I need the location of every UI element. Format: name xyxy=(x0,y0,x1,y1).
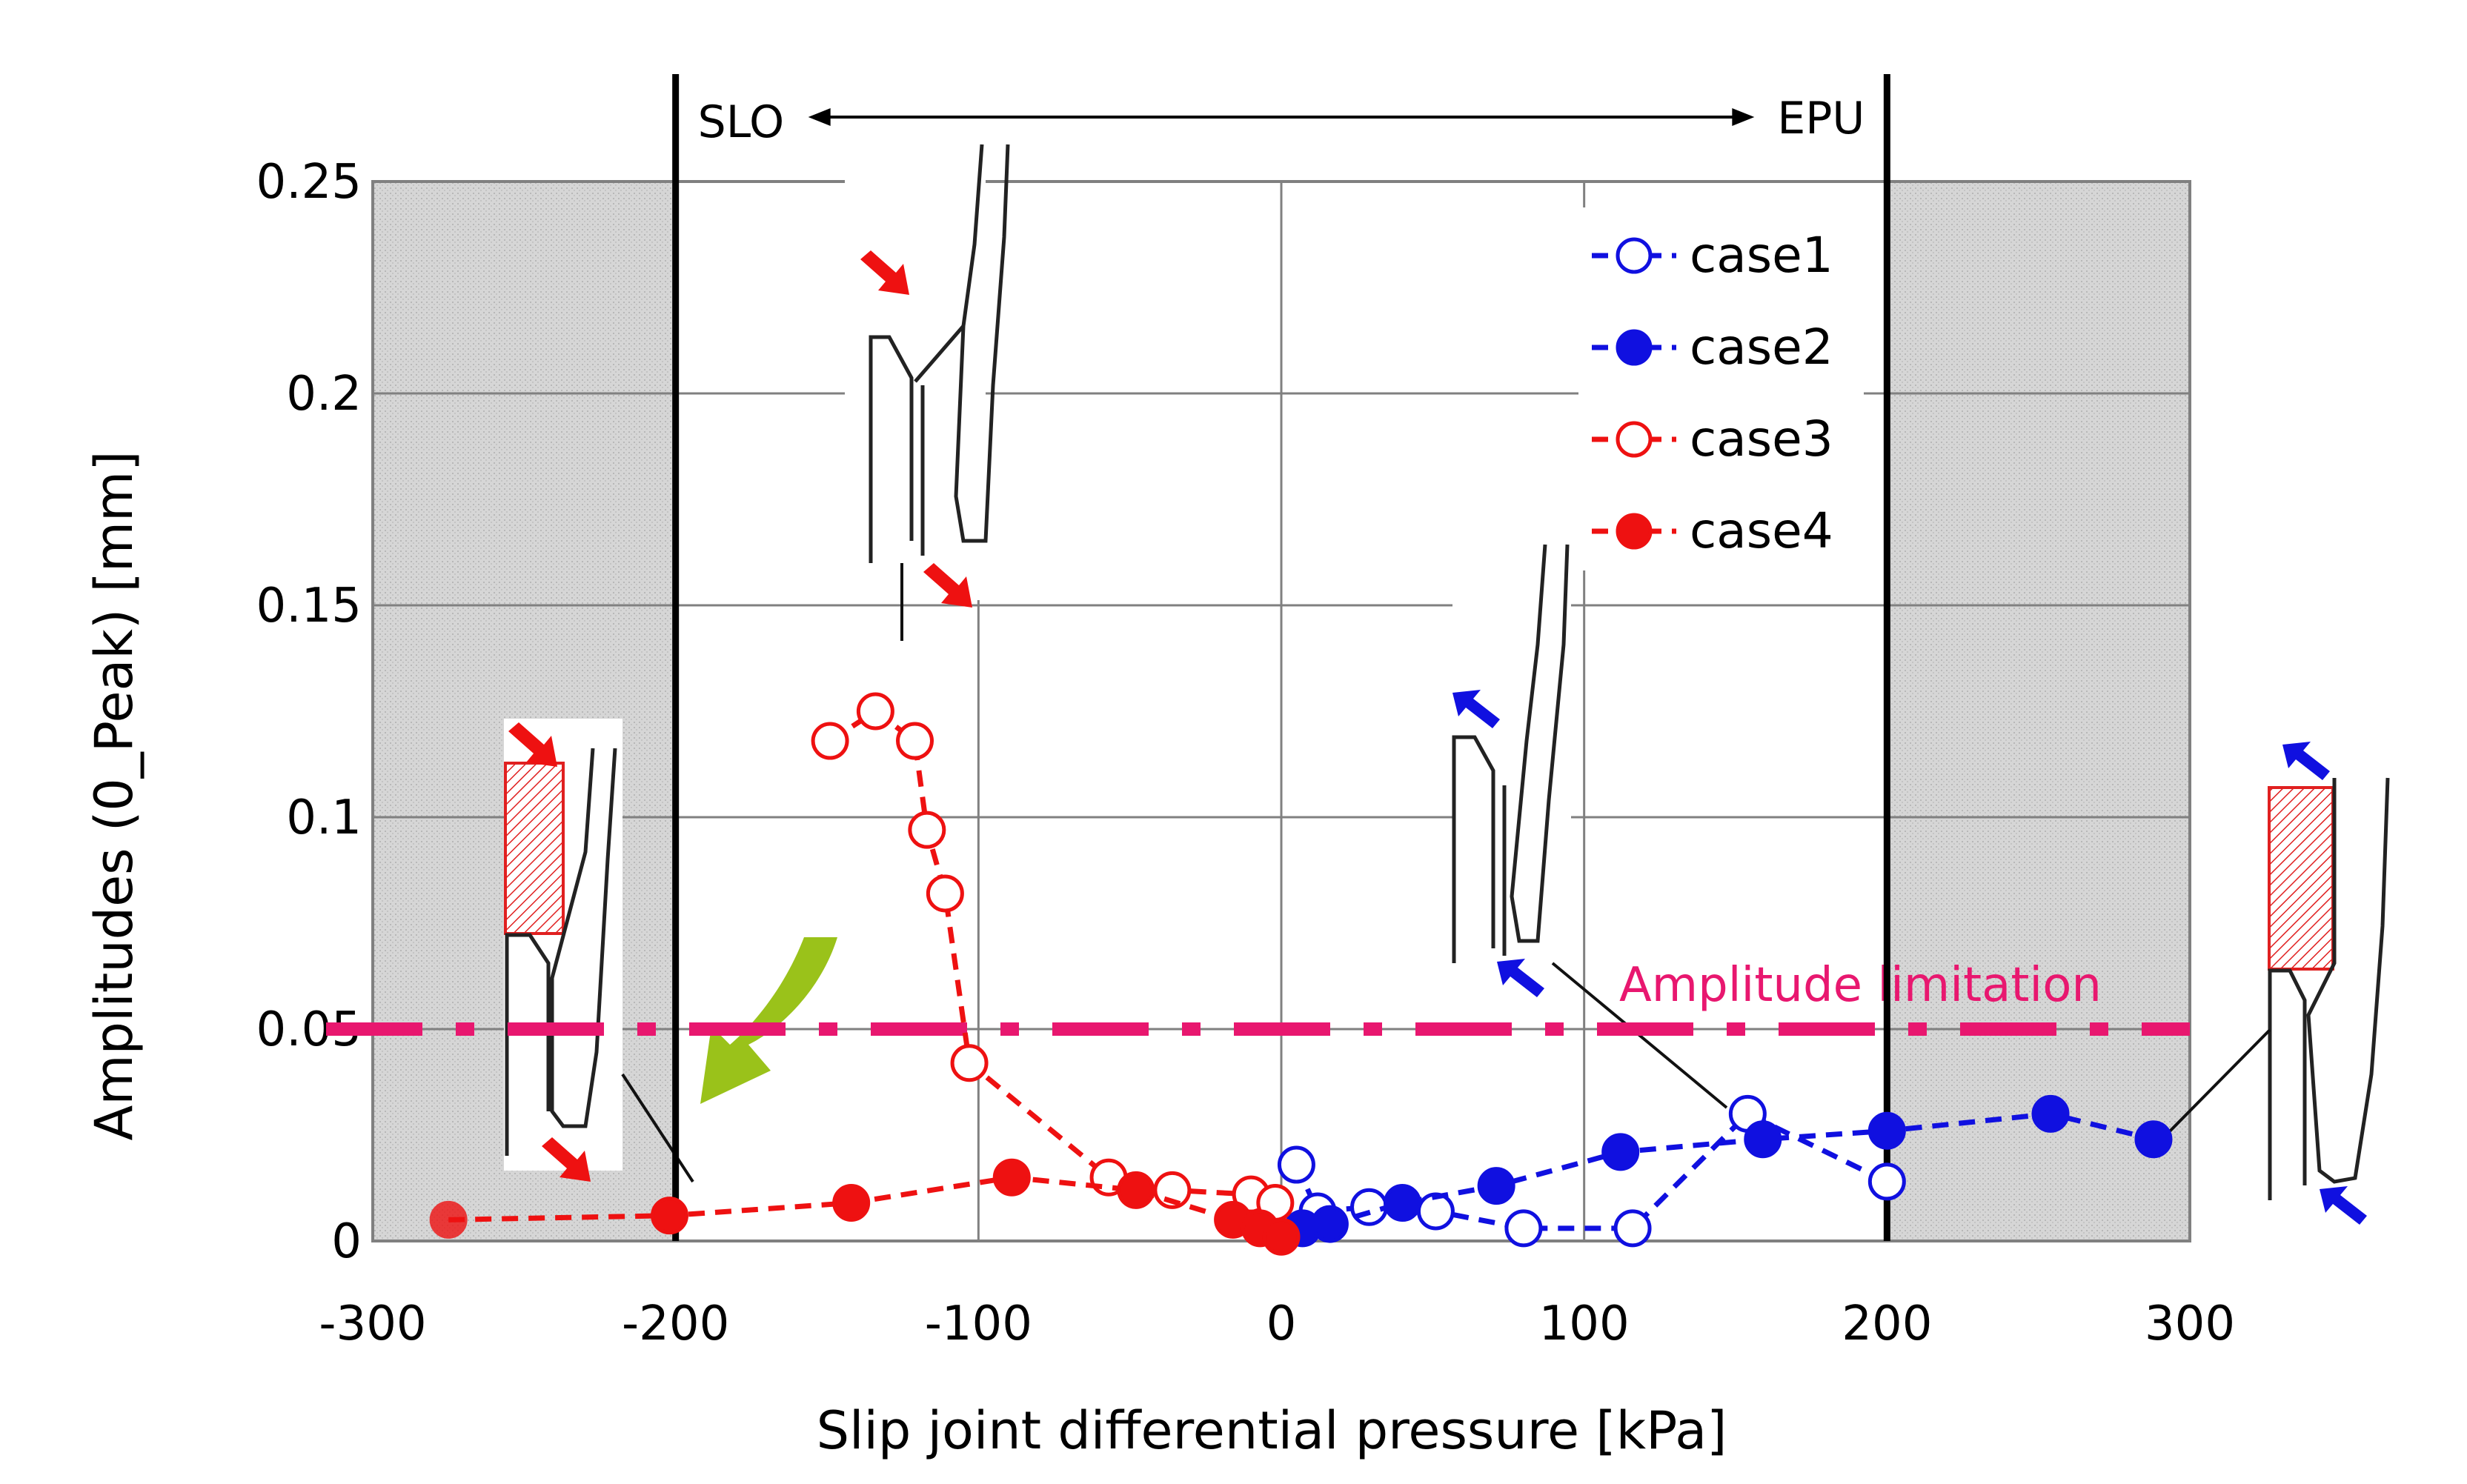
data-point-case3 xyxy=(908,811,946,849)
data-point-case3 xyxy=(950,1044,989,1082)
x-tick-label: -300 xyxy=(319,1297,426,1351)
x-tick-label: 0 xyxy=(1266,1297,1297,1351)
legend-label-case1: case1 xyxy=(1690,227,1833,284)
data-point-case2 xyxy=(1310,1205,1349,1243)
marker-label-epu: EPU xyxy=(1777,93,1865,144)
arrow-blue-icon xyxy=(2282,742,2330,780)
arrow-right-icon xyxy=(1732,108,1755,126)
arrow-blue-icon xyxy=(2320,1186,2367,1225)
data-point-case3 xyxy=(926,874,964,913)
legend-label-case4: case4 xyxy=(1690,502,1833,559)
data-point-case1 xyxy=(1613,1209,1652,1248)
arrow-blue-icon xyxy=(1497,959,1544,997)
legend-marker-case4 xyxy=(1616,513,1653,550)
joint-sketch-slo-open xyxy=(845,141,1010,641)
data-point-case2 xyxy=(1383,1184,1421,1222)
y-tick-label: 0.1 xyxy=(286,791,362,845)
arrow-red-icon xyxy=(508,722,557,767)
y-tick-label: 0.15 xyxy=(256,579,362,633)
arrow-red-icon xyxy=(542,1137,591,1182)
x-tick-label: -100 xyxy=(925,1297,1032,1351)
data-point-case2 xyxy=(2031,1094,2070,1133)
data-point-case4 xyxy=(429,1200,468,1239)
data-point-case3 xyxy=(811,722,849,760)
data-point-case2 xyxy=(1744,1120,1782,1159)
arrow-red-icon xyxy=(923,563,972,608)
data-point-case4 xyxy=(992,1158,1031,1197)
series-line-case3 xyxy=(829,708,1276,1205)
arrow-blue-icon xyxy=(1452,690,1500,728)
joint-sketches xyxy=(504,141,2397,1230)
data-point-case4 xyxy=(832,1184,871,1222)
y-tick-label: 0.2 xyxy=(286,367,362,422)
x-tick-label: 200 xyxy=(1842,1297,1932,1351)
x-tick-label: 300 xyxy=(2145,1297,2235,1351)
legend-marker-case2 xyxy=(1616,329,1653,366)
data-point-case2 xyxy=(1867,1111,1906,1150)
green-curved-arrow-icon xyxy=(700,937,837,1104)
legend-marker-case1 xyxy=(1616,237,1653,274)
x-tick-label: -200 xyxy=(622,1297,729,1351)
amplitude-limit-label: Amplitude limitation xyxy=(1619,958,2102,1013)
joint-sketch-epu-closed xyxy=(2159,741,2397,1230)
data-point-case1 xyxy=(1867,1162,1906,1201)
arrow-red-icon xyxy=(860,250,909,295)
data-point-case2 xyxy=(1601,1133,1640,1171)
data-point-case3 xyxy=(856,692,894,731)
legend-marker-case3 xyxy=(1616,421,1653,458)
joint-sketch-epu-open xyxy=(1452,541,1728,1109)
data-point-case4 xyxy=(650,1197,688,1235)
y-tick-label: 0.25 xyxy=(256,155,362,210)
joint-sketch-slo-closed xyxy=(504,719,694,1183)
shaded-region xyxy=(1887,182,2190,1241)
data-point-case1 xyxy=(1277,1145,1315,1184)
y-axis-label: Amplitudes (0_Peak) [mm] xyxy=(84,450,145,1140)
data-point-case2 xyxy=(2134,1120,2173,1159)
data-point-case4 xyxy=(1117,1171,1155,1209)
y-tick-label: 0 xyxy=(331,1214,362,1269)
legend-label-case2: case2 xyxy=(1690,319,1833,376)
data-point-case3 xyxy=(896,722,934,760)
data-point-case1 xyxy=(1504,1209,1543,1248)
data-point-case2 xyxy=(1477,1167,1515,1205)
x-tick-label: 100 xyxy=(1539,1297,1630,1351)
legend-label-case3: case3 xyxy=(1690,410,1833,468)
data-point-case3 xyxy=(1153,1171,1192,1209)
arrow-left-icon xyxy=(808,108,831,126)
marker-label-slo: SLO xyxy=(698,96,785,148)
x-axis-label: Slip joint differential pressure [kPa] xyxy=(817,1400,1727,1461)
data-point-case4 xyxy=(1262,1217,1301,1256)
